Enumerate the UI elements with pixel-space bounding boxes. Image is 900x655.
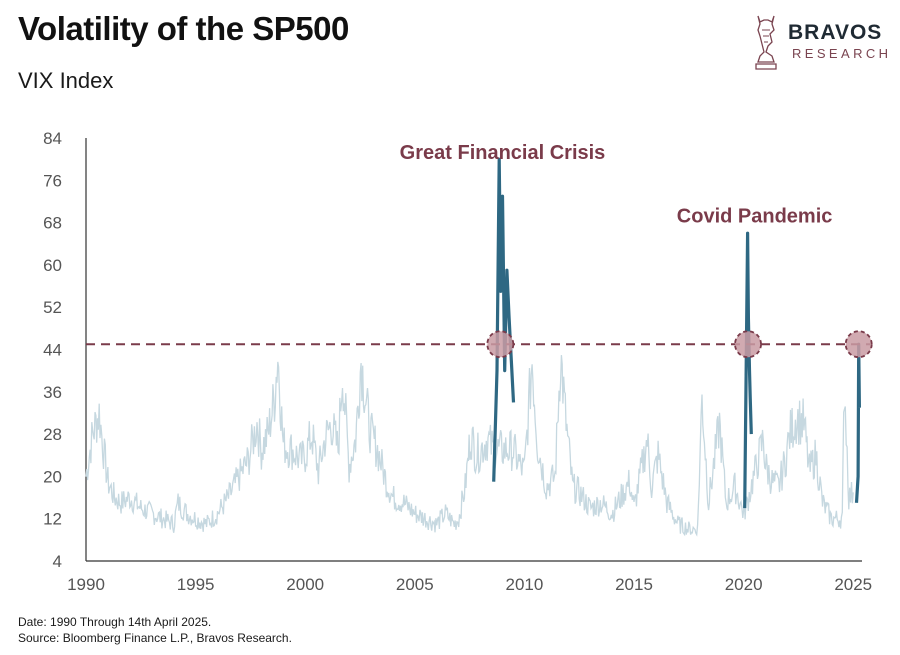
x-tick-label: 1995	[177, 575, 215, 594]
y-tick-label: 84	[43, 129, 62, 148]
annotation-label: Great Financial Crisis	[400, 142, 606, 164]
x-tick-label: 1990	[67, 575, 105, 594]
history-series	[85, 355, 854, 537]
y-tick-label: 4	[53, 552, 62, 571]
chart-subtitle: VIX Index	[18, 68, 114, 93]
annotation-label: Covid Pandemic	[677, 206, 833, 228]
threshold-marker	[844, 330, 873, 359]
y-tick-label: 36	[43, 383, 62, 402]
x-tick-label: 2025	[834, 575, 872, 594]
footnote-date: Date: 1990 Through 14th April 2025.	[18, 615, 212, 629]
threshold-markers	[486, 330, 873, 359]
spike-line	[743, 231, 753, 509]
threshold-marker	[486, 330, 515, 359]
brand-logo: BRAVOS RESEARCH	[750, 12, 890, 72]
y-tick-label: 52	[43, 298, 62, 317]
history-line	[85, 355, 854, 537]
footnote-source: Source: Bloomberg Finance L.P., Bravos R…	[18, 631, 292, 645]
spike-line	[854, 342, 861, 503]
y-tick-label: 44	[43, 341, 62, 360]
y-tick-label: 68	[43, 214, 62, 233]
y-tick-label: 20	[43, 467, 62, 486]
y-tick-label: 12	[43, 510, 62, 529]
annotations: Great Financial Crisis Covid Pandemic	[400, 142, 833, 227]
threshold-marker	[734, 330, 762, 359]
brand-tagline: RESEARCH	[792, 46, 892, 61]
brand-name: BRAVOS	[788, 21, 883, 44]
bull-chess-knight-icon	[755, 15, 777, 70]
chart-title: Volatility of the SP500	[18, 10, 349, 47]
x-tick-label: 2020	[725, 575, 763, 594]
y-axis-ticks: 4 12 20 28 36 44 52 60 68 76 84	[43, 129, 62, 571]
x-axis-ticks: 1990 1995 2000 2005 2010 2015 2020 2025	[67, 575, 872, 594]
x-tick-label: 2005	[396, 575, 434, 594]
y-tick-label: 28	[43, 425, 62, 444]
y-tick-label: 76	[43, 171, 62, 190]
y-tick-label: 60	[43, 256, 62, 275]
x-tick-label: 2010	[506, 575, 544, 594]
x-tick-label: 2015	[615, 575, 653, 594]
x-tick-label: 2000	[286, 575, 324, 594]
